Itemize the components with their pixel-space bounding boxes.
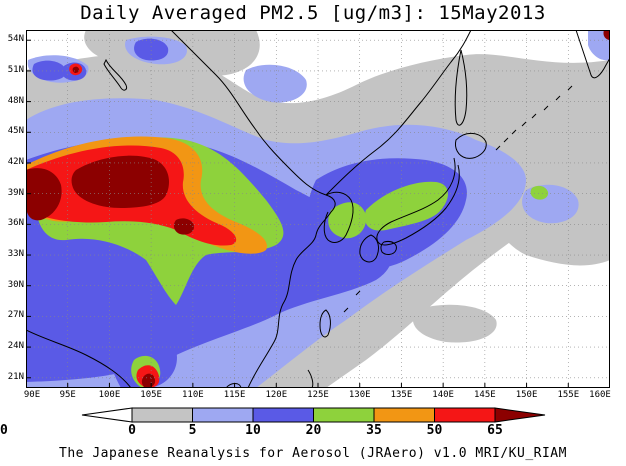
pm25-map [26,30,610,388]
contour-darkred-ne [603,30,610,40]
lat-label: 54N [7,34,24,45]
contour-blue-north-blob [134,38,169,61]
contour-green-korea [328,202,367,239]
lat-label: 24N [7,341,24,352]
colorbar-segment [131,407,193,423]
contour-darkred-small [173,218,194,235]
lat-label: 36N [7,218,24,229]
lat-label: 33N [7,249,24,260]
colorbar-segment [81,407,133,423]
colorbar-label: 5 [188,423,197,438]
lat-label: 39N [7,187,24,198]
lat-label: 27N [7,310,24,321]
contour-lightblue-ne [243,64,307,103]
lon-label: 90E [23,390,41,400]
colorbar-label: 65 [487,423,503,438]
colorbar-label: 0 [128,423,136,438]
contour-green-japan [364,181,448,231]
lon-label: 95E [59,390,76,400]
coastlines [26,30,610,388]
lat-label: 45N [7,126,24,137]
colorbar-segment [494,407,546,423]
lon-label: 130E [348,390,371,400]
contour-lightblue-far-ne [588,30,610,61]
colorbar-label: 50 [426,423,443,438]
lon-label: 115E [223,390,246,400]
contour-darkred-north [72,66,80,73]
colorbar-label: 35 [366,423,382,438]
axis-ticks [26,39,610,388]
gridlines [26,30,610,388]
contour-green-east [530,185,549,200]
lat-label: 30N [7,279,24,290]
lat-label: 42N [7,156,24,167]
lon-label: 110E [182,390,204,400]
contour-blue-nw-blob [32,60,67,81]
lon-label: 105E [140,390,162,400]
lon-label: 160E [589,390,611,400]
lon-label: 145E [474,390,496,400]
lat-label: 48N [7,95,24,106]
colorbar-segment [252,407,314,423]
colorbar-label: 20 [305,423,322,438]
lon-label: 150E [515,390,538,400]
colorbar [81,407,546,423]
colorbar-label: 80 [0,423,8,438]
lon-label: 120E [265,390,288,400]
lat-label: 51N [7,64,24,75]
colorbar-segment [313,407,375,423]
colorbar-segment [373,407,435,423]
lon-label: 125E [307,390,329,400]
colorbar-segment [434,407,496,423]
contour-darkred-south [141,373,156,388]
contour-darkred-center [71,155,169,208]
lon-label: 155E [557,390,580,400]
lon-label: 135E [390,390,413,400]
contour-gray-patch-se [412,304,497,343]
footer-credit: The Japanese Reanalysis for Aerosol (JRA… [59,446,567,461]
lon-label: 140E [432,390,454,400]
colorbar-segment [192,407,254,423]
lon-label: 100E [98,390,121,400]
colorbar-label: 10 [245,423,261,438]
contour-darkred-west [26,168,62,221]
map-title: Daily Averaged PM2.5 [ug/m3]: 15May2013 [80,2,546,24]
lat-label: 21N [7,371,24,382]
